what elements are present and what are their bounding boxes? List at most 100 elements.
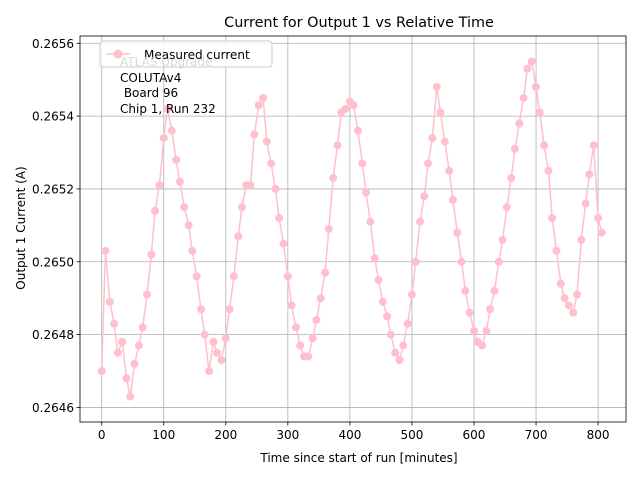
data-point <box>229 272 238 281</box>
y-tick-label: 0.2654 <box>32 110 74 124</box>
data-point <box>134 341 143 350</box>
x-tick-label: 100 <box>152 428 175 442</box>
data-point <box>287 301 296 310</box>
data-point <box>147 250 156 259</box>
data-point <box>163 104 172 113</box>
data-point <box>321 268 330 277</box>
legend-label: Measured current <box>144 48 250 62</box>
data-point <box>143 290 152 299</box>
data-point <box>440 137 449 146</box>
data-point <box>424 159 433 168</box>
data-point <box>341 104 350 113</box>
data-point <box>486 305 495 314</box>
data-point <box>271 184 280 193</box>
data-point <box>221 334 230 343</box>
x-axis-label: Time since start of run [minutes] <box>259 451 457 465</box>
axes-frame <box>79 35 627 423</box>
data-point <box>448 195 457 204</box>
data-point <box>209 337 218 346</box>
data-point <box>572 290 581 299</box>
annotation-line-3: Chip 1, Run 232 <box>120 102 216 116</box>
data-point <box>560 294 569 303</box>
data-point <box>597 228 606 237</box>
data-point <box>275 214 284 223</box>
x-tick-label: 700 <box>525 428 548 442</box>
data-point <box>101 246 110 255</box>
data-point <box>374 275 383 284</box>
data-point <box>192 272 201 281</box>
data-point <box>386 330 395 339</box>
data-point <box>304 352 313 361</box>
data-point <box>279 239 288 248</box>
data-point <box>523 64 532 73</box>
data-point <box>370 254 379 263</box>
data-point <box>250 130 259 139</box>
data-point <box>126 392 135 401</box>
data-point <box>184 221 193 230</box>
data-point <box>407 290 416 299</box>
data-point <box>395 356 404 365</box>
watermark-text: ATLAS Upgrade <box>120 55 213 69</box>
x-tick-label: 0 <box>98 428 106 442</box>
data-point <box>548 214 557 223</box>
legend-box <box>99 40 273 68</box>
data-point <box>540 141 549 150</box>
data-point <box>225 305 234 314</box>
data-point <box>556 279 565 288</box>
data-point <box>416 217 425 226</box>
x-tick-label: 600 <box>463 428 486 442</box>
data-point <box>200 330 209 339</box>
annotation-line-2: Board 96 <box>120 86 178 100</box>
annotation-line-1: COLUTAv4 <box>120 71 181 85</box>
data-point <box>175 177 184 186</box>
data-point <box>383 312 392 321</box>
data-point <box>585 170 594 179</box>
series-layer <box>97 57 606 401</box>
plot-area: 0 100 200 300 400 500 600 700 800 0.2646 0.2648 0.2… <box>32 35 627 442</box>
annotation: ATLAS Upgrade COLUTAv4 Board 96 Chip 1, … <box>120 55 216 116</box>
data-point <box>113 348 122 357</box>
data-point <box>507 174 516 183</box>
chart-title: Current for Output 1 vs Relative Time <box>224 15 494 31</box>
data-point <box>490 286 499 295</box>
data-point <box>159 133 168 142</box>
data-point <box>333 141 342 150</box>
data-point <box>453 228 462 237</box>
data-point <box>498 235 507 244</box>
y-tick-label: 0.2652 <box>32 182 74 196</box>
data-point <box>564 301 573 310</box>
data-point <box>428 133 437 142</box>
data-point <box>436 108 445 117</box>
data-point <box>399 341 408 350</box>
data-point <box>213 348 222 357</box>
data-point <box>308 334 317 343</box>
data-point <box>411 257 420 266</box>
data-point <box>532 82 541 91</box>
data-point <box>155 181 164 190</box>
data-point <box>110 319 119 328</box>
data-point <box>130 359 139 368</box>
data-point <box>97 367 106 376</box>
data-point <box>283 272 292 281</box>
data-point <box>358 159 367 168</box>
data-point <box>254 101 263 110</box>
data-point <box>196 305 205 314</box>
data-point <box>172 155 181 164</box>
data-point <box>544 166 553 175</box>
x-tick-label: 200 <box>214 428 237 442</box>
data-point <box>267 159 276 168</box>
data-point <box>105 297 114 306</box>
data-point <box>180 203 189 212</box>
data-point <box>535 108 544 117</box>
data-point <box>569 308 578 317</box>
data-point <box>349 101 358 110</box>
data-point <box>188 246 197 255</box>
data-point <box>378 297 387 306</box>
data-point <box>167 126 176 135</box>
data-point <box>577 235 586 244</box>
data-point <box>478 341 487 350</box>
x-tick-label: 400 <box>338 428 361 442</box>
grid-lines <box>80 36 626 422</box>
data-point <box>420 192 429 201</box>
